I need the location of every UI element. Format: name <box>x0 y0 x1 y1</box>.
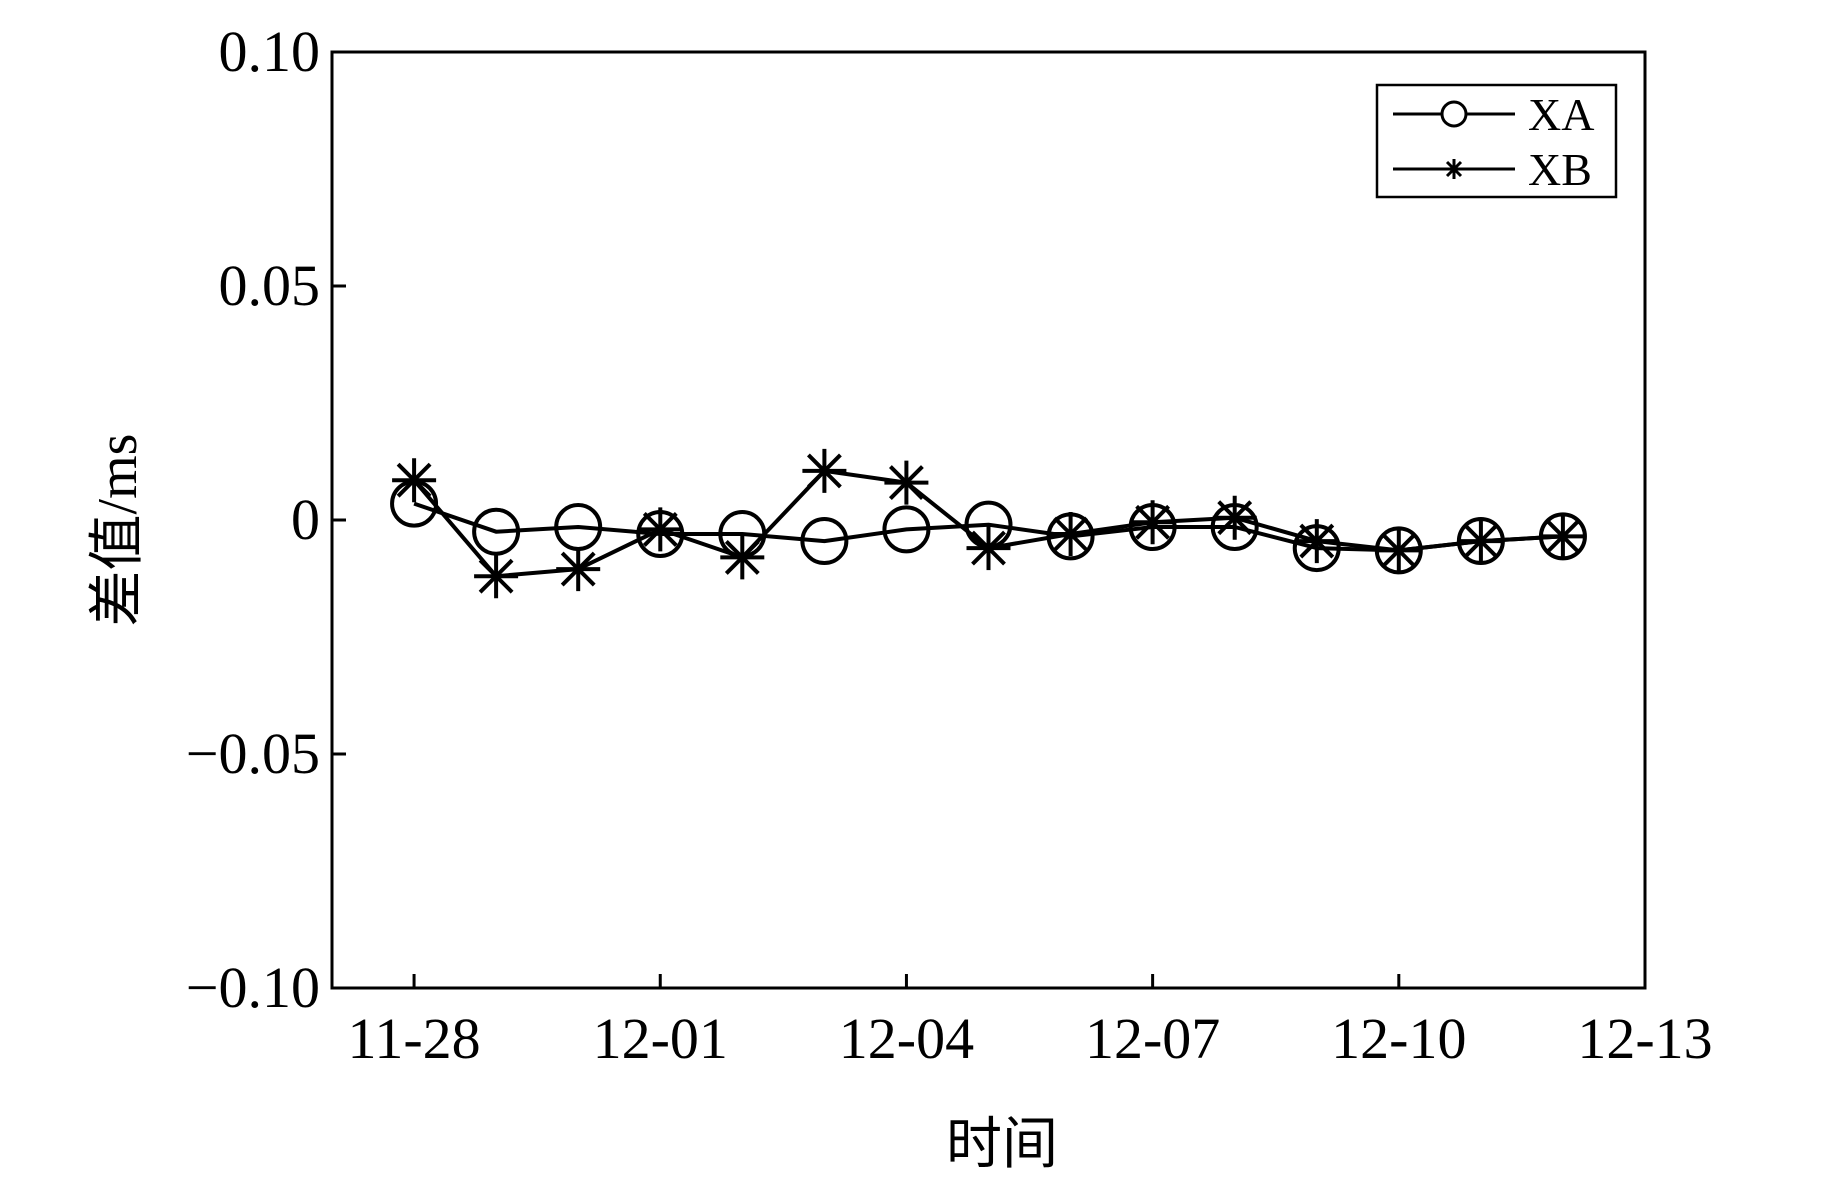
x-tick-label: 12-04 <box>839 1006 974 1071</box>
x-tick-label: 12-01 <box>593 1006 728 1071</box>
series-xb <box>392 448 1585 599</box>
point-xb <box>966 526 1011 571</box>
y-tick-label: 0.05 <box>219 253 321 318</box>
series-line-xa <box>413 501 1564 553</box>
y-axis-ticks: 0.10 0.05 0 −0.05 −0.10 <box>186 19 346 1020</box>
y-axis-title: 差值/ms <box>87 434 149 627</box>
point-xb <box>1130 500 1175 545</box>
y-tick-label: 0 <box>291 487 320 552</box>
point-xb <box>802 448 847 493</box>
point-xb <box>556 547 601 592</box>
point-xa <box>800 517 849 566</box>
x-tick-label: 12-10 <box>1331 1006 1466 1071</box>
legend-marker-xa <box>1440 100 1468 128</box>
point-xb <box>392 458 437 503</box>
x-axis-title: 时间 <box>946 1114 1058 1176</box>
point-xb <box>474 554 519 599</box>
y-tick-label: −0.10 <box>186 955 320 1020</box>
legend: XA XB <box>1375 83 1618 199</box>
series-layer <box>390 448 1587 599</box>
point-xb <box>720 535 765 580</box>
point-xb <box>884 460 929 505</box>
point-xb <box>1376 528 1421 573</box>
x-tick-label: 12-07 <box>1085 1006 1220 1071</box>
x-tick-label: 11-28 <box>347 1006 480 1071</box>
point-xa <box>472 507 521 556</box>
point-xb <box>638 507 683 552</box>
legend-label-xb: XB <box>1528 144 1592 195</box>
x-axis-ticks: 11-28 12-01 12-04 12-07 12-10 12-13 <box>347 974 1713 1071</box>
point-xb <box>1540 514 1585 559</box>
point-xb <box>1048 512 1093 556</box>
point-xb <box>1294 519 1339 564</box>
legend-marker-xb <box>1444 159 1464 179</box>
y-tick-label: 0.10 <box>219 19 321 84</box>
x-tick-label: 12-13 <box>1577 1006 1712 1071</box>
point-xb <box>1212 495 1257 540</box>
point-xa <box>882 505 931 554</box>
point-xb <box>1458 519 1503 564</box>
legend-label-xa: XA <box>1528 89 1594 140</box>
legend-box <box>1375 83 1618 199</box>
y-tick-label: −0.05 <box>186 721 320 786</box>
